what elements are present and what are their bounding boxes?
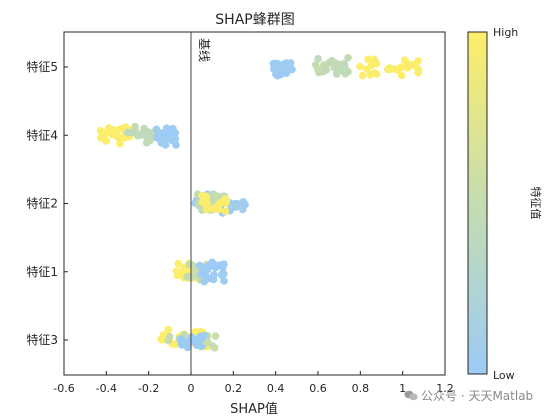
data-point [406, 61, 415, 69]
watermark: 公众号 · 天天Matlab [404, 387, 533, 404]
data-point [193, 338, 201, 346]
data-point [154, 132, 163, 141]
data-point [183, 343, 192, 352]
data-point [171, 135, 180, 143]
y-tick-label: 特征4 [26, 127, 58, 142]
data-point [218, 270, 227, 278]
data-point [311, 61, 320, 69]
data-point [214, 205, 223, 214]
data-point [178, 341, 186, 349]
x-tick-label: 0.8 [352, 382, 370, 395]
x-tick-label: 0.6 [309, 382, 327, 395]
data-point [116, 139, 124, 148]
data-point [174, 259, 183, 268]
data-point [372, 70, 381, 78]
data-point [164, 325, 173, 334]
data-point [220, 277, 228, 285]
data-point [105, 125, 114, 133]
y-tick-label: 特征3 [26, 332, 58, 347]
data-point [197, 270, 206, 279]
y-axis: 特征5 特征4 特征2 特征1 特征3 [26, 59, 68, 347]
data-point [202, 205, 211, 213]
data-point [145, 134, 154, 143]
data-point [173, 271, 182, 280]
x-tick-label: 1 [399, 382, 406, 395]
x-axis: -0.6 -0.4 -0.2 0 0.2 0.4 0.6 0.8 1 1.2 [53, 371, 454, 395]
watermark-text: 公众号 · 天天Matlab [421, 389, 534, 403]
data-point [286, 59, 295, 67]
data-point [356, 62, 364, 71]
data-point [200, 199, 209, 207]
y-tick-label: 特征1 [26, 264, 58, 279]
colorbar-low-label: Low [493, 369, 515, 382]
y-tick-label: 特征2 [26, 196, 58, 211]
data-point [191, 266, 199, 275]
data-point [385, 65, 394, 74]
data-point [370, 55, 379, 64]
data-point [358, 71, 367, 80]
data-point [161, 141, 170, 149]
colorbar [467, 31, 488, 375]
data-point [185, 260, 193, 269]
x-axis-label: SHAP值 [230, 401, 278, 417]
data-point [202, 192, 210, 201]
colorbar-title: 特征值 [529, 187, 543, 220]
colorbar-high-label: High [493, 26, 518, 39]
baseline-label: 基线 [197, 38, 211, 62]
x-tick-label: 1.2 [436, 382, 454, 395]
data-point [364, 55, 372, 63]
data-point [221, 207, 230, 216]
x-tick-label: 0.2 [225, 382, 243, 395]
data-points [96, 54, 423, 352]
wechat-icon [404, 390, 418, 401]
data-point [322, 66, 331, 74]
data-point [279, 60, 288, 69]
data-point [158, 336, 167, 344]
data-point [185, 272, 193, 281]
data-point [100, 129, 109, 138]
data-point [208, 258, 216, 267]
data-point [198, 263, 206, 272]
data-point [123, 128, 132, 137]
y-tick-label: 特征5 [26, 59, 58, 74]
data-point [216, 199, 225, 207]
data-point [414, 66, 423, 75]
chart-title: SHAP蜂群图 [215, 12, 294, 28]
data-point [140, 124, 148, 133]
data-point [314, 55, 322, 63]
data-point [394, 66, 403, 75]
x-tick-label: -0.4 [96, 382, 117, 395]
data-point [161, 128, 170, 136]
data-point [236, 202, 244, 211]
data-point [113, 127, 121, 135]
data-point [172, 141, 180, 149]
data-point [344, 54, 352, 62]
x-tick-label: -0.6 [53, 382, 74, 395]
data-point [366, 71, 375, 79]
data-point [216, 261, 224, 269]
plot-area-frame [63, 31, 446, 376]
x-tick-label: 0 [188, 382, 195, 395]
x-tick-label: 0.4 [267, 382, 285, 395]
data-point [200, 277, 209, 286]
data-point [274, 64, 282, 72]
x-tick-label: -0.2 [138, 382, 159, 395]
data-point [213, 192, 222, 200]
data-point [164, 336, 173, 345]
data-point [210, 344, 219, 352]
data-point [211, 332, 220, 340]
data-point [337, 66, 345, 74]
data-point [102, 137, 111, 145]
data-point [273, 71, 282, 80]
